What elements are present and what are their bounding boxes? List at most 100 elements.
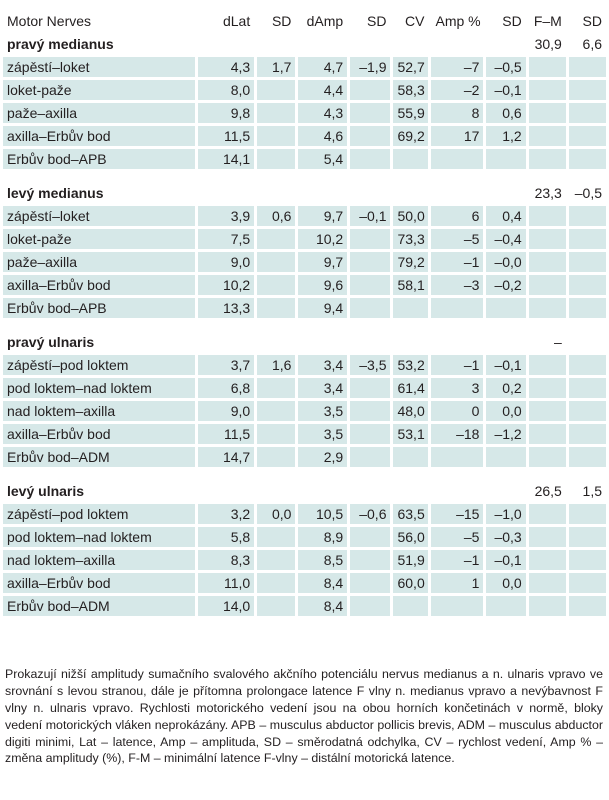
- dlat-cell: 8,0: [198, 80, 255, 100]
- cv-cell: [393, 596, 429, 616]
- damp-cell: 9,7: [298, 252, 348, 272]
- damp-sd-cell: [350, 275, 391, 295]
- damp-sd-cell: [350, 103, 391, 123]
- fm-value: 23,3: [534, 185, 562, 201]
- header-row: Motor Nerves dLat SD dAmp SD CV Amp % SD…: [3, 8, 606, 31]
- dlat-cell: 9,0: [198, 252, 255, 272]
- segment-cell: axilla–Erbův bod: [3, 275, 195, 295]
- damp-cell: 3,5: [298, 424, 348, 444]
- dlat-cell: 14,1: [198, 149, 255, 169]
- amp-sd-cell: 0,2: [486, 378, 526, 398]
- fm-cell: [528, 424, 566, 444]
- table-row: zápěstí–loket 3,9 0,6 9,7 –0,1 50,0 6 0,4: [3, 206, 606, 226]
- dlat-cell: 4,3: [198, 57, 255, 77]
- damp-sd-cell: –1,9: [350, 57, 391, 77]
- fm-cell: [528, 504, 566, 524]
- cv-cell: 56,0: [393, 527, 429, 547]
- fm-cell: [528, 527, 566, 547]
- dlat-sd-cell: [257, 424, 296, 444]
- cv-cell: 79,2: [393, 252, 429, 272]
- amp-percent-cell: 1: [431, 573, 484, 593]
- amp-percent-cell: [431, 149, 484, 169]
- fm-cell: [528, 252, 566, 272]
- segment-cell: nad loktem–axilla: [3, 550, 195, 570]
- section-title: pravý medianus: [7, 36, 114, 52]
- damp-cell: 8,5: [298, 550, 348, 570]
- header-amp-percent: Amp %: [435, 12, 481, 29]
- dlat-cell: 7,5: [198, 229, 255, 249]
- dlat-sd-cell: [257, 527, 296, 547]
- cv-cell: 53,1: [393, 424, 429, 444]
- segment-cell: zápěstí–loket: [3, 57, 195, 77]
- table-row: paže–axilla 9,0 9,7 79,2 –1 –0,0: [3, 252, 606, 272]
- segment-cell: Erbův bod–ADM: [3, 596, 195, 616]
- dlat-sd-cell: [257, 275, 296, 295]
- table-row: nad loktem–axilla 8,3 8,5 51,9 –1 –0,1: [3, 550, 606, 570]
- amp-sd-cell: –1,2: [486, 424, 526, 444]
- damp-cell: 5,4: [298, 149, 348, 169]
- fm-value: 30,9: [534, 36, 562, 52]
- fm-cell: [528, 149, 566, 169]
- dlat-sd-cell: [257, 596, 296, 616]
- damp-sd-cell: [350, 378, 391, 398]
- fm-sd-cell: [568, 527, 606, 547]
- table-footnote: Prokazují nižší amplitudy sumačního sval…: [5, 667, 603, 766]
- dlat-sd-cell: 1,6: [257, 355, 296, 375]
- fm-sd-cell: [568, 424, 606, 444]
- dlat-sd-cell: 0,0: [257, 504, 296, 524]
- damp-sd-cell: [350, 149, 391, 169]
- damp-cell: 4,6: [298, 126, 348, 146]
- fm-cell: [528, 378, 566, 398]
- damp-sd-cell: [350, 573, 391, 593]
- table-row: nad loktem–axilla 9,0 3,5 48,0 0 0,0: [3, 401, 606, 421]
- dlat-sd-cell: [257, 573, 296, 593]
- fm-sd-cell: [568, 573, 606, 593]
- cv-cell: 73,3: [393, 229, 429, 249]
- cv-cell: [393, 447, 429, 467]
- segment-cell: paže–axilla: [3, 103, 195, 123]
- fm-sd-cell: [568, 80, 606, 100]
- header-cv: CV: [405, 12, 425, 29]
- dlat-cell: 14,0: [198, 596, 255, 616]
- dlat-sd-cell: [257, 126, 296, 146]
- section-header-row: pravý medianus 30,9 6,6: [3, 34, 606, 54]
- cv-cell: 48,0: [393, 401, 429, 421]
- fm-sd-cell: [568, 447, 606, 467]
- fm-sd-value: 6,6: [582, 36, 602, 52]
- cv-cell: 52,7: [393, 57, 429, 77]
- cv-cell: 69,2: [393, 126, 429, 146]
- amp-percent-cell: –18: [431, 424, 484, 444]
- amp-percent-cell: –3: [431, 275, 484, 295]
- cv-cell: 51,9: [393, 550, 429, 570]
- amp-sd-cell: –0,1: [486, 80, 526, 100]
- table-row: Erbův bod–APB 13,3 9,4: [3, 298, 606, 318]
- dlat-cell: 6,8: [198, 378, 255, 398]
- table-row: axilla–Erbův bod 11,5 4,6 69,2 17 1,2: [3, 126, 606, 146]
- table-row: loket-paže 8,0 4,4 58,3 –2 –0,1: [3, 80, 606, 100]
- section-header-row: pravý ulnaris –: [3, 332, 606, 352]
- damp-cell: 4,4: [298, 80, 348, 100]
- spacer-cell: [3, 321, 606, 329]
- fm-cell: [528, 298, 566, 318]
- spacer-cell: [3, 172, 606, 180]
- fm-cell: [528, 103, 566, 123]
- fm-value: 26,5: [534, 483, 562, 499]
- fm-cell: [528, 550, 566, 570]
- segment-cell: pod loktem–nad loktem: [3, 378, 195, 398]
- fm-sd-value: –0,5: [574, 185, 602, 201]
- amp-sd-cell: 0,0: [486, 573, 526, 593]
- cv-cell: 55,9: [393, 103, 429, 123]
- fm-sd-cell: [568, 252, 606, 272]
- amp-sd-cell: [486, 298, 526, 318]
- amp-percent-cell: –5: [431, 527, 484, 547]
- fm-sd-value: 1,5: [582, 483, 602, 499]
- fm-sd-cell: [568, 596, 606, 616]
- fm-sd-cell: [568, 298, 606, 318]
- table-row: axilla–Erbův bod 10,2 9,6 58,1 –3 –0,2: [3, 275, 606, 295]
- dlat-cell: 9,0: [198, 401, 255, 421]
- amp-sd-cell: –0,2: [486, 275, 526, 295]
- segment-cell: Erbův bod–APB: [3, 298, 195, 318]
- dlat-cell: 3,7: [198, 355, 255, 375]
- damp-cell: 10,2: [298, 229, 348, 249]
- fm-sd-cell: [568, 206, 606, 226]
